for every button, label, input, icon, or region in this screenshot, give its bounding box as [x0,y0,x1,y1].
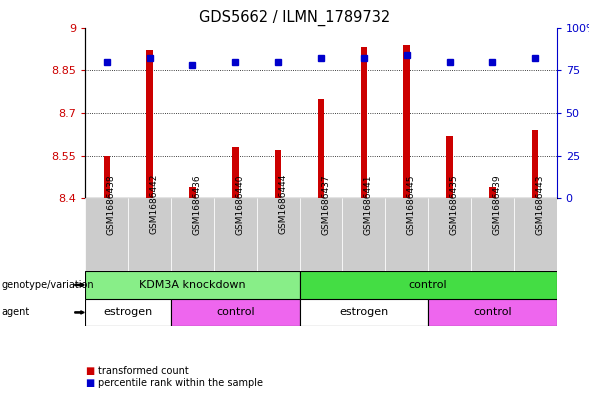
Bar [489,187,495,198]
Bar [147,50,153,198]
Bar [428,299,557,326]
Bar [257,198,300,271]
Bar [275,150,282,198]
Text: control: control [473,307,512,318]
Bar [360,48,367,198]
Text: GSM1686444: GSM1686444 [278,174,287,235]
Text: GSM1686437: GSM1686437 [321,174,330,235]
Bar [189,187,196,198]
Bar [232,147,239,198]
Text: GSM1686438: GSM1686438 [107,174,116,235]
Bar [128,198,171,271]
Text: percentile rank within the sample: percentile rank within the sample [98,378,263,388]
Bar [171,198,214,271]
Text: GSM1686439: GSM1686439 [492,174,501,235]
Text: GSM1686442: GSM1686442 [150,174,158,235]
Bar [85,271,300,299]
Text: control: control [216,307,254,318]
Text: GSM1686435: GSM1686435 [449,174,458,235]
Bar [446,136,453,198]
Text: transformed count: transformed count [98,366,189,376]
Text: GSM1686445: GSM1686445 [406,174,416,235]
Text: ■: ■ [85,366,95,376]
Bar [532,130,538,198]
Text: GSM1686443: GSM1686443 [535,174,544,235]
Bar [300,271,557,299]
Bar [471,198,514,271]
Bar [385,198,428,271]
Text: GSM1686436: GSM1686436 [193,174,201,235]
Bar [214,198,257,271]
Text: GDS5662 / ILMN_1789732: GDS5662 / ILMN_1789732 [199,10,390,26]
Bar [300,299,428,326]
Text: estrogen: estrogen [339,307,389,318]
Bar [85,299,171,326]
Text: estrogen: estrogen [104,307,153,318]
Text: GSM1686440: GSM1686440 [236,174,244,235]
Text: agent: agent [1,307,29,318]
Text: genotype/variation: genotype/variation [1,280,94,290]
Text: KDM3A knockdown: KDM3A knockdown [139,280,246,290]
Bar [318,99,324,198]
Bar [342,198,385,271]
Bar [104,156,110,198]
Text: GSM1686441: GSM1686441 [364,174,373,235]
Bar [300,198,342,271]
Text: control: control [409,280,448,290]
Bar [85,198,128,271]
Text: ■: ■ [85,378,95,388]
Bar [514,198,557,271]
Bar [171,299,300,326]
Bar [428,198,471,271]
Bar [403,44,410,198]
